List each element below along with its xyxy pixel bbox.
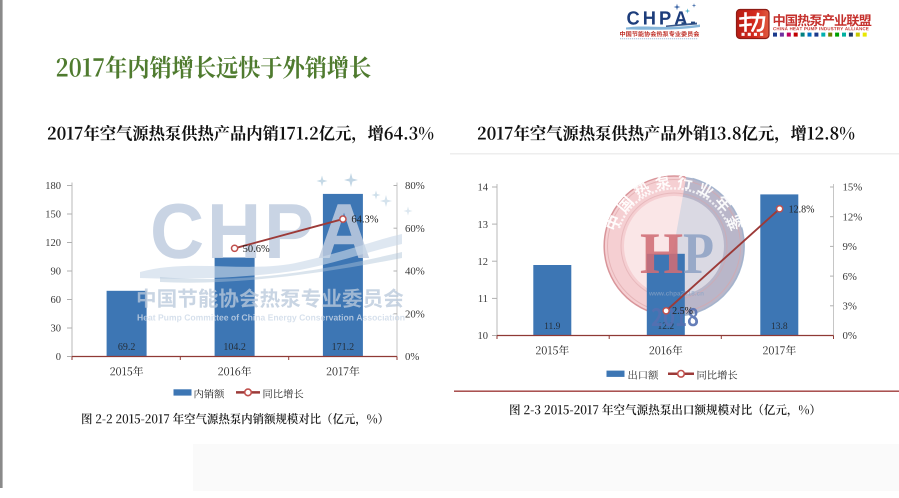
svg-text:12.2: 12.2 (657, 322, 674, 332)
svg-text:9%: 9% (843, 241, 857, 253)
svg-text:60: 60 (51, 295, 62, 306)
svg-text:15%: 15% (843, 182, 863, 194)
svg-text:80%: 80% (405, 180, 425, 192)
svg-text:20%: 20% (405, 308, 425, 320)
svg-text:180: 180 (45, 181, 61, 192)
svg-text:13: 13 (478, 220, 489, 231)
svg-text:150: 150 (45, 210, 61, 221)
svg-text:30: 30 (51, 324, 62, 335)
svg-text:12.8%: 12.8% (789, 204, 815, 215)
svg-text:0%: 0% (843, 330, 857, 342)
svg-text:40%: 40% (405, 266, 425, 278)
svg-text:11.9: 11.9 (544, 322, 561, 332)
svg-text:120: 120 (45, 238, 61, 249)
svg-text:12: 12 (478, 257, 489, 268)
svg-text:171.2: 171.2 (332, 342, 355, 353)
svg-text:10: 10 (478, 331, 489, 342)
svg-text:69.2: 69.2 (118, 342, 136, 353)
svg-text:11: 11 (478, 294, 488, 305)
svg-text:6%: 6% (843, 271, 857, 283)
svg-text:12%: 12% (843, 211, 863, 223)
svg-text:2.5%: 2.5% (672, 306, 693, 317)
svg-text:90: 90 (51, 267, 62, 278)
svg-text:0: 0 (56, 352, 61, 363)
svg-text:60%: 60% (405, 223, 425, 235)
svg-text:13.8: 13.8 (771, 322, 788, 332)
svg-text:104.2: 104.2 (223, 342, 246, 353)
svg-text:3%: 3% (843, 301, 857, 313)
svg-text:0%: 0% (405, 351, 419, 363)
svg-text:64.3%: 64.3% (351, 215, 378, 226)
svg-text:50.6%: 50.6% (243, 244, 270, 255)
svg-text:14: 14 (478, 183, 489, 194)
